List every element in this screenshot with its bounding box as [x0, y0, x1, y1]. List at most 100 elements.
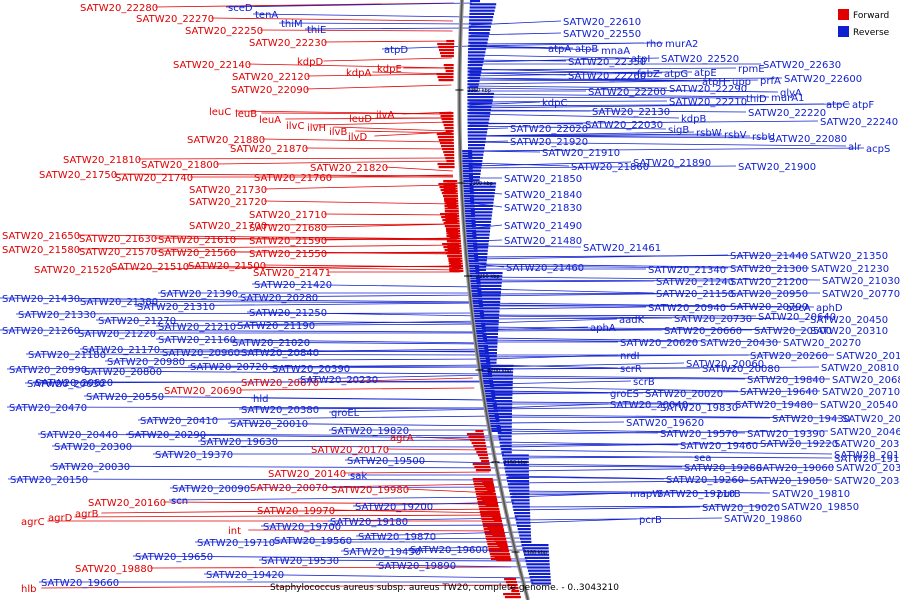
gene-connector: [307, 73, 452, 77]
gene-connector: [515, 506, 701, 511]
reverse-gene-label: SATW20_20330: [836, 463, 900, 474]
forward-gene-block: [470, 439, 485, 442]
reverse-gene-label: groES: [610, 389, 639, 400]
reverse-gene-label: SATW20_20460: [830, 427, 900, 438]
gene-connector: [477, 265, 729, 269]
reverse-gene-block: [471, 220, 492, 223]
gene-connector: [324, 223, 456, 228]
reverse-gene-block: [478, 300, 501, 303]
reverse-gene-block: [511, 499, 530, 502]
reverse-gene-block: [467, 108, 491, 111]
reverse-gene-block: [476, 330, 486, 332]
gene-connector: [0, 297, 481, 303]
forward-gene-block: [437, 163, 455, 166]
reverse-gene-block: [485, 358, 497, 361]
gene-connector: [469, 54, 630, 59]
reverse-gene-block: [526, 563, 550, 566]
reverse-gene-label: SATW20_21420: [254, 280, 332, 291]
forward-gene-label: SATW20_20160: [88, 498, 166, 509]
reverse-gene-block: [476, 335, 487, 337]
reverse-gene-block: [507, 480, 530, 483]
forward-gene-label: SATW20_22230: [249, 38, 327, 49]
reverse-gene-block: [528, 572, 551, 575]
reverse-gene-block: [468, 48, 487, 51]
reverse-gene-block: [531, 582, 552, 585]
reverse-gene-label: SATW20_19700: [263, 522, 341, 533]
reverse-gene-block: [469, 272, 480, 275]
reverse-gene-block: [475, 265, 487, 268]
forward-gene-label: SATW20_21710: [249, 210, 327, 221]
forward-gene-label: SATW20_20690: [164, 386, 242, 397]
forward-gene-label: SATW20_20170: [311, 445, 389, 456]
gene-connector: [37, 433, 501, 439]
reverse-gene-block: [467, 242, 478, 245]
reverse-gene-block: [481, 326, 499, 329]
legend-reverse-swatch: [838, 26, 849, 37]
forward-gene-block: [478, 505, 499, 508]
reverse-gene-label: SATW20_19120: [834, 454, 900, 465]
forward-gene-block: [475, 469, 491, 472]
reverse-gene-block: [476, 284, 502, 287]
reverse-gene-label: SATW20_22520: [661, 54, 739, 65]
reverse-gene-block: [465, 215, 476, 217]
gene-connector: [216, 160, 453, 165]
reverse-gene-block: [468, 262, 479, 265]
reverse-gene-label: SATW20_20150: [10, 475, 88, 486]
forward-gene-label: SATW20_21750: [39, 170, 117, 181]
reverse-gene-label: SATW20_19060: [756, 463, 834, 474]
reverse-gene-label: SATW20_20340: [834, 476, 900, 487]
legend-forward-label: Forward: [853, 11, 889, 21]
reverse-gene-label: SATW20_22240: [820, 117, 898, 128]
reverse-gene-label: SATW20_20440: [40, 430, 118, 441]
reverse-gene-label: SATW20_19830: [660, 403, 738, 414]
reverse-gene-label: SATW20_20820: [35, 378, 113, 389]
reverse-gene-block: [471, 217, 492, 220]
gene-connector: [197, 439, 502, 442]
reverse-gene-label: atpD: [384, 45, 408, 56]
forward-gene-block: [483, 528, 504, 530]
reverse-gene-block: [474, 315, 485, 317]
reverse-gene-label: kdpC: [542, 98, 567, 109]
reverse-gene-block: [487, 371, 514, 374]
reverse-gene-block: [467, 134, 487, 137]
gene-connector: [503, 449, 833, 455]
reverse-gene-block: [490, 422, 501, 425]
gene-connector: [480, 302, 815, 308]
forward-gene-block: [445, 220, 460, 222]
forward-gene-block: [445, 70, 454, 73]
reverse-gene-label: SATW20_20950: [730, 289, 808, 300]
reverse-gene-label: groEL: [331, 408, 360, 419]
forward-gene-label: SATW20_21650: [2, 231, 80, 242]
gene-connector: [155, 323, 484, 327]
gene-connector: [490, 377, 746, 380]
reverse-gene-label: SATW20_20320: [834, 439, 900, 450]
reverse-gene-label: atpC: [826, 100, 849, 111]
reverse-gene-block: [478, 345, 488, 347]
forward-gene-block: [449, 261, 461, 264]
forward-gene-block: [491, 558, 511, 560]
reverse-gene-block: [474, 259, 487, 262]
forward-gene-block: [444, 154, 455, 157]
reverse-gene-label: SATW20_19560: [274, 536, 352, 547]
reverse-gene-label: SATW20_19420: [206, 570, 284, 581]
reverse-gene-label: mnaA: [601, 46, 630, 57]
reverse-gene-block: [477, 291, 501, 294]
reverse-gene-block: [482, 377, 493, 380]
forward-gene-block: [437, 43, 455, 46]
gene-connector: [246, 311, 483, 317]
reverse-gene-label: SATW20_22600: [784, 74, 862, 85]
gene-connector: [475, 245, 582, 248]
reverse-gene-block: [470, 201, 494, 204]
forward-gene-label: SATW20_21800: [141, 160, 219, 171]
reverse-gene-block: [463, 190, 474, 192]
forward-gene-label: SATW20_21630: [79, 234, 157, 245]
reverse-gene-block: [468, 257, 479, 260]
reverse-gene-block: [524, 556, 550, 559]
reverse-gene-block: [477, 340, 488, 342]
reverse-gene-block: [468, 156, 483, 159]
gene-connector: [506, 465, 683, 468]
reverse-gene-block: [471, 227, 491, 230]
gene-connector: [487, 354, 619, 360]
reverse-gene-block: [470, 208, 493, 211]
